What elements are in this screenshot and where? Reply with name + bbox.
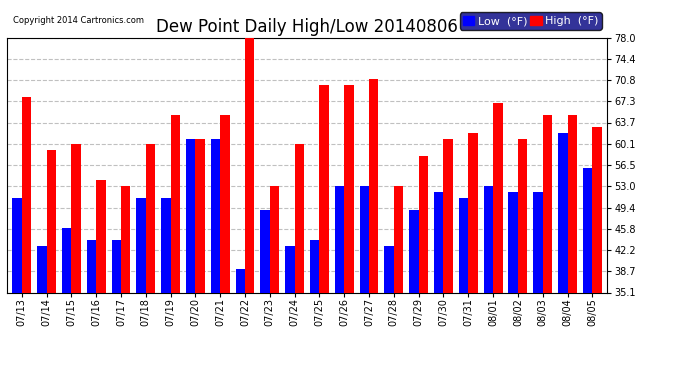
Bar: [285, 246, 295, 292]
Bar: [137, 198, 146, 292]
Bar: [87, 240, 96, 292]
Bar: [295, 144, 304, 292]
Bar: [459, 198, 469, 292]
Bar: [384, 246, 394, 292]
Bar: [22, 97, 31, 292]
Bar: [71, 144, 81, 292]
Bar: [245, 38, 255, 292]
Bar: [434, 192, 444, 292]
Bar: [469, 133, 477, 292]
Bar: [195, 138, 205, 292]
Bar: [518, 138, 527, 292]
Bar: [369, 79, 379, 292]
Bar: [592, 127, 602, 292]
Bar: [12, 198, 22, 292]
Text: Copyright 2014 Cartronics.com: Copyright 2014 Cartronics.com: [13, 16, 144, 25]
Bar: [444, 138, 453, 292]
Bar: [583, 168, 592, 292]
Bar: [533, 192, 543, 292]
Bar: [567, 115, 577, 292]
Bar: [112, 240, 121, 292]
Bar: [493, 103, 502, 292]
Bar: [409, 210, 419, 292]
Bar: [62, 228, 71, 292]
Bar: [37, 246, 47, 292]
Bar: [260, 210, 270, 292]
Bar: [319, 85, 329, 292]
Legend: Low  (°F), High  (°F): Low (°F), High (°F): [460, 12, 602, 30]
Bar: [211, 138, 220, 292]
Bar: [558, 133, 567, 292]
Bar: [419, 156, 428, 292]
Bar: [146, 144, 155, 292]
Bar: [235, 269, 245, 292]
Bar: [509, 192, 518, 292]
Bar: [335, 186, 344, 292]
Title: Dew Point Daily High/Low 20140806: Dew Point Daily High/Low 20140806: [156, 18, 458, 36]
Bar: [170, 115, 180, 292]
Bar: [220, 115, 230, 292]
Bar: [359, 186, 369, 292]
Bar: [96, 180, 106, 292]
Bar: [47, 150, 56, 292]
Bar: [344, 85, 354, 292]
Bar: [121, 186, 130, 292]
Bar: [186, 138, 195, 292]
Bar: [310, 240, 319, 292]
Bar: [161, 198, 170, 292]
Bar: [394, 186, 403, 292]
Bar: [270, 186, 279, 292]
Bar: [543, 115, 552, 292]
Bar: [484, 186, 493, 292]
